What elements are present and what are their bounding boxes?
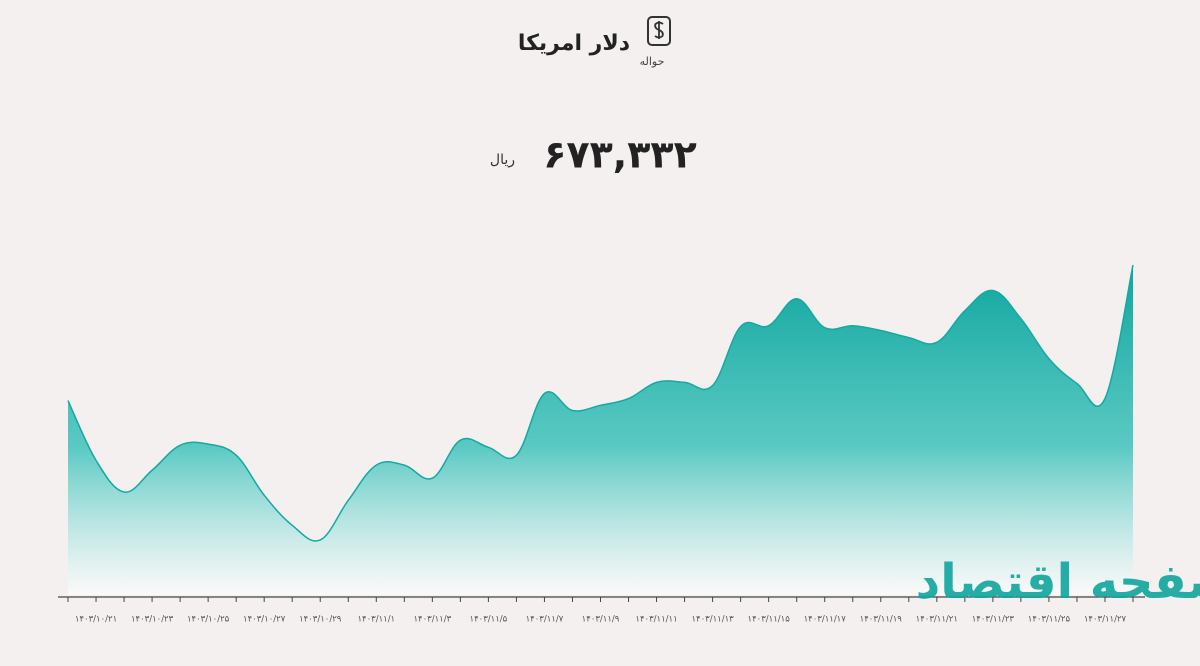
x-tick-label: ۱۴۰۳/۱۰/۲۹	[299, 615, 342, 625]
x-tick-label: ۱۴۰۳/۱۱/۲۵	[1028, 615, 1071, 625]
subtitle: حواله	[640, 55, 665, 68]
headline-unit: ریال	[490, 152, 515, 168]
x-tick-label: ۱۴۰۳/۱۱/۲۱	[916, 615, 958, 625]
x-tick-label: ۱۴۰۳/۱۱/۲۷	[1084, 615, 1127, 625]
x-tick-label: ۱۴۰۳/۱۱/۵	[470, 615, 508, 625]
x-tick-label: ۱۴۰۳/۱۱/۱	[357, 615, 395, 625]
x-tick-label: ۱۴۰۳/۱۰/۲۵	[187, 615, 230, 625]
x-tick-label: ۱۴۰۳/۱۱/۱۷	[804, 615, 847, 625]
x-tick-label: ۱۴۰۳/۱۱/۱۱	[635, 615, 677, 625]
watermark: صفحه اقتصاد	[916, 554, 1200, 610]
x-tick-label: ۱۴۰۳/۱۰/۲۷	[243, 615, 286, 625]
x-tick-label: ۱۴۰۳/۱۱/۷	[526, 615, 564, 625]
x-tick-label: ۱۴۰۳/۱۱/۹	[582, 615, 620, 625]
currency-icon	[647, 16, 671, 46]
area	[68, 265, 1133, 595]
headline-value: ۶۷۳,۳۳۲	[543, 133, 697, 177]
chart-title: دلار امریکا	[518, 31, 630, 56]
x-tick-label: ۱۴۰۳/۱۱/۳	[413, 615, 451, 625]
x-tick-label: ۱۴۰۳/۱۱/۱۹	[860, 615, 903, 625]
x-tick-label: ۱۴۰۳/۱۰/۲۱	[75, 615, 117, 625]
x-tick-label: ۱۴۰۳/۱۱/۲۳	[972, 615, 1015, 625]
x-tick-label: ۱۴۰۳/۱۱/۱۳	[691, 615, 734, 625]
x-tick-label: ۱۴۰۳/۱۱/۱۵	[748, 615, 791, 625]
area-line	[67, 264, 1134, 542]
x-tick-label: ۱۴۰۳/۱۰/۲۳	[131, 615, 174, 625]
